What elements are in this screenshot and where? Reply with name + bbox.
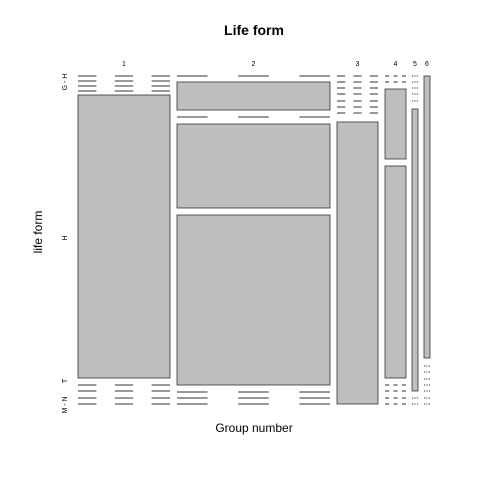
x-tick-label: 3 (356, 61, 360, 68)
mosaic-cell-group-6-H (423, 75, 431, 359)
x-tick-label: 5 (413, 61, 417, 68)
mosaic-cell-group-1-H (77, 94, 171, 379)
y-tick-labels: G - H H T M - N (62, 74, 69, 414)
empty-cell-markers (78, 75, 430, 405)
x-tick-labels: 1 2 3 4 5 6 (122, 61, 429, 68)
y-tick-label: T (62, 378, 69, 383)
x-tick-label: 6 (425, 61, 429, 68)
y-tick-label: M - N (62, 396, 69, 413)
y-axis-label: life form (31, 211, 45, 254)
chart-title: Life form (224, 22, 284, 38)
y-tick-label: H (62, 235, 69, 240)
x-axis-label: Group number (215, 421, 292, 435)
mosaic-cell-group-3-H (336, 121, 379, 405)
mosaic-cell-group-5-H (411, 108, 419, 392)
mosaic-cell-group-2-G-H (176, 81, 331, 111)
mosaic-cell-group-2-H (176, 214, 331, 386)
x-tick-label: 4 (394, 61, 398, 68)
mosaic-cell-group-4-H (384, 165, 407, 379)
y-tick-label: G - H (62, 74, 69, 91)
x-tick-label: 2 (252, 61, 256, 68)
mosaic-cell-group-2-H (176, 123, 331, 209)
mosaic-cells (77, 75, 431, 405)
x-tick-label: 1 (122, 61, 126, 68)
mosaic-cell-group-4-G-H (384, 88, 407, 160)
